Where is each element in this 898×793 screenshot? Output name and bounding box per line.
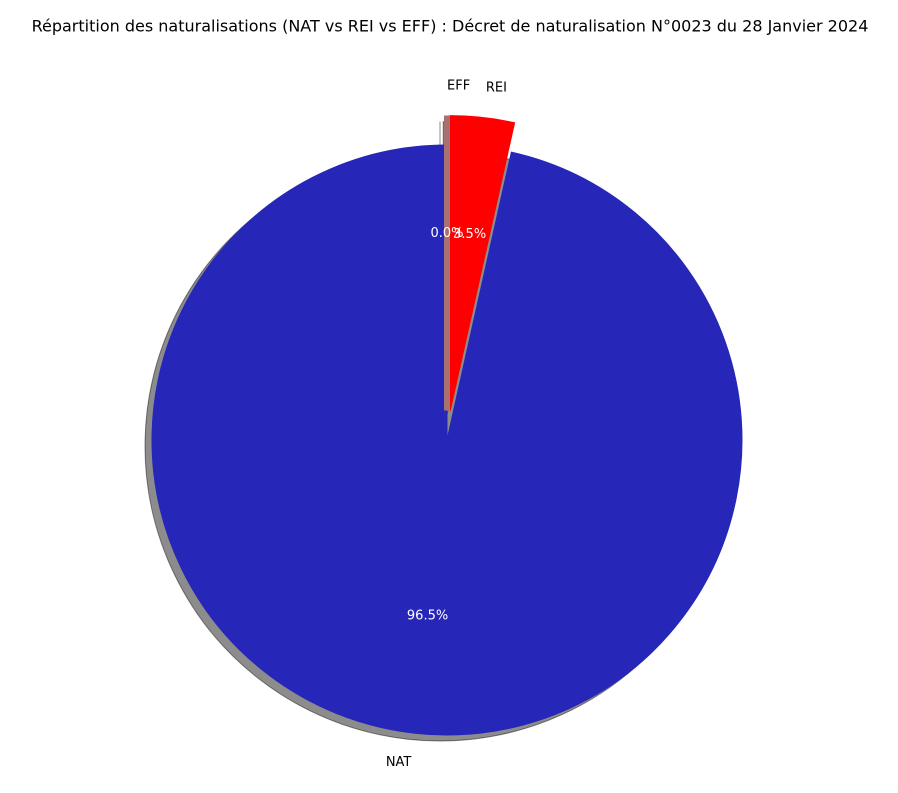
slice-label: NAT: [386, 755, 412, 770]
value-label: 0.0%: [430, 226, 463, 241]
value-label: 96.5%: [407, 608, 448, 623]
slice-label: REI: [486, 81, 507, 96]
chart-title: Répartition des naturalisations (NAT vs …: [32, 17, 869, 36]
wedge: [449, 115, 516, 411]
value-label: 3.5%: [453, 227, 486, 242]
wedge: [151, 144, 743, 736]
slice-label: EFF: [447, 79, 470, 94]
